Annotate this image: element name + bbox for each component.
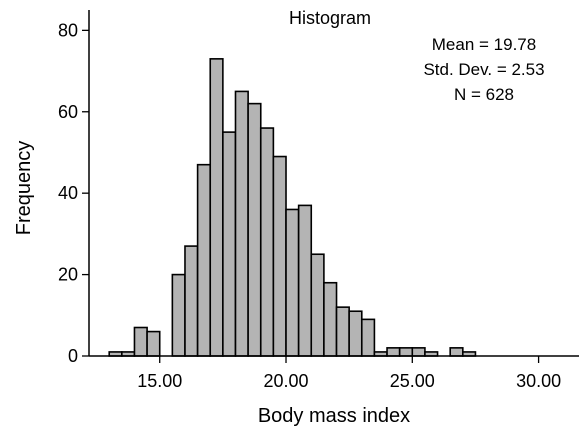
histogram-bar [223,132,236,356]
histogram-bar [147,332,160,356]
histogram-bar [235,91,248,356]
histogram-bar [299,205,312,356]
x-axis-label: Body mass index [258,405,410,427]
histogram-bar [400,348,413,356]
histogram-bar [273,157,286,356]
chart-title: Histogram [289,8,371,28]
histogram-bars [109,59,475,356]
histogram-bar [172,275,185,356]
y-tick-label: 60 [58,102,78,122]
histogram-bar [286,209,299,356]
histogram-bar [185,246,198,356]
x-tick-label: 25.00 [390,371,435,391]
histogram-bar [210,59,223,356]
histogram-bar [311,254,324,356]
mean-stat: Mean = 19.78 [432,35,536,54]
x-tick-label: 30.00 [516,371,561,391]
histogram-bar [261,128,274,356]
histogram-bar [387,348,400,356]
histogram-bar [248,104,261,356]
histogram-bar [324,283,337,356]
histogram-bar [450,348,463,356]
histogram-bar [362,319,375,356]
histogram-bar [349,311,362,356]
std-dev-stat: Std. Dev. = 2.53 [423,60,544,79]
x-tick-label: 15.00 [137,371,182,391]
sample-size-stat: N = 628 [454,85,514,104]
y-tick-label: 20 [58,265,78,285]
histogram-bar [134,328,147,356]
y-axis-label: Frequency [13,141,35,236]
y-tick-label: 80 [58,20,78,40]
histogram-bar [337,307,350,356]
y-tick-label: 0 [68,346,78,366]
histogram-bar [412,348,425,356]
y-tick-label: 40 [58,183,78,203]
histogram-bar [198,165,211,356]
x-tick-label: 20.00 [263,371,308,391]
